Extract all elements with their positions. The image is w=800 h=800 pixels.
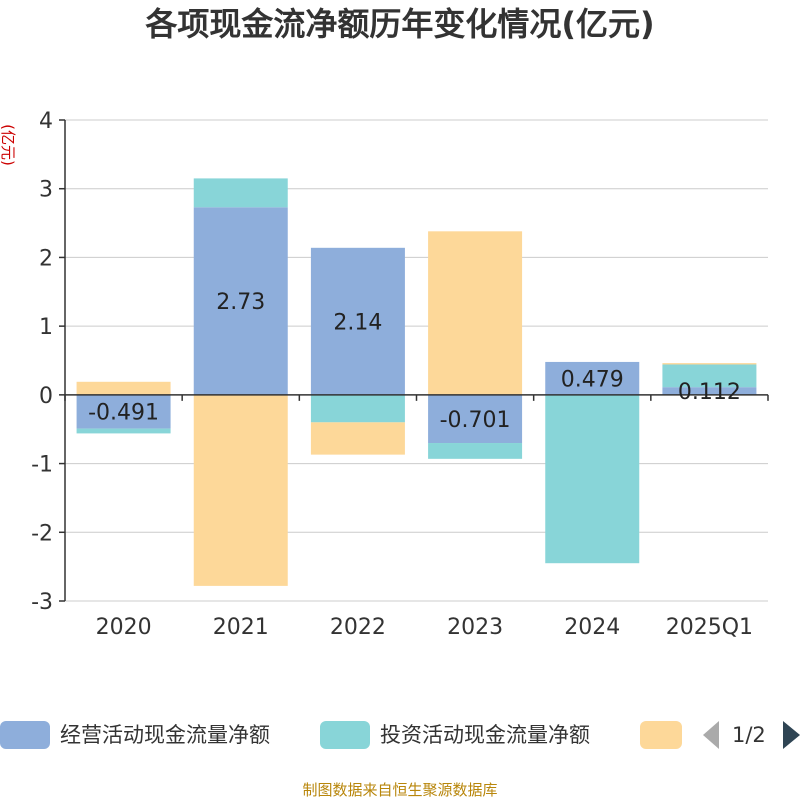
x-tick-label: 2022 [330,615,386,640]
y-tick-label: -3 [31,590,53,615]
y-tick-label: -1 [31,453,53,478]
bar-segment-series-1[interactable] [310,247,405,395]
data-label: 2.73 [216,290,265,315]
axes: -3 -2 -1 0 1 2 3 4 2020 2021 2022 2023 2024 2025Q1 [31,109,769,640]
data-label: -0.701 [440,408,511,433]
data-labels: -0.491 2.73 2.14 -0.701 0.479 0.112 [88,290,741,433]
data-label: 2.14 [333,310,382,335]
y-tick-label: 0 [39,384,53,409]
bar-segment-series-1[interactable] [545,361,640,395]
bar-segment-series-1[interactable] [76,394,171,429]
x-tick-label: 2023 [447,615,503,640]
data-label: 0.112 [678,380,741,405]
x-tick-label: 2025Q1 [666,615,753,640]
y-tick-label: 3 [39,178,53,203]
footer-source: 制图数据来自恒生聚源数据库 [302,781,497,799]
y-tick-label: 1 [39,315,53,340]
y-tick-label: 4 [39,109,53,134]
x-tick-label: 2020 [96,615,152,640]
legend-swatch[interactable] [320,721,370,749]
data-label: 0.479 [561,367,624,392]
bar-segment-series-2[interactable] [428,443,523,459]
grid-lines [65,119,768,602]
bars [76,178,757,586]
y-tick-label: 2 [39,246,53,271]
bar-segment-series-1[interactable] [428,394,523,444]
bar-segment-series-1[interactable] [662,387,757,395]
bar-segment-series-2[interactable] [193,178,288,208]
legend-swatch[interactable] [0,721,50,749]
bar-segment-series-2[interactable] [310,394,405,423]
legend-prev-arrow-icon[interactable] [703,721,719,749]
y-tick-label: -2 [31,521,53,546]
bar-segment-series-3[interactable] [662,363,757,365]
x-tick-label: 2024 [564,615,620,640]
bar-segment-series-3[interactable] [428,231,523,395]
bar-segment-series-1[interactable] [193,207,288,395]
legend-label[interactable]: 经营活动现金流量净额 [60,723,270,747]
legend-swatch[interactable] [640,721,682,749]
legend-page-indicator: 1/2 [732,723,766,747]
bar-segment-series-3[interactable] [193,394,288,586]
bar-segment-series-2[interactable] [545,394,640,564]
bar-segment-series-2[interactable] [662,364,757,388]
legend-label[interactable]: 投资活动现金流量净额 [380,723,590,747]
x-tick-label: 2021 [213,615,269,640]
data-label: -0.491 [88,401,159,426]
legend: 经营活动现金流量净额 投资活动现金流量净额 [0,721,682,749]
bar-segment-series-3[interactable] [310,422,405,455]
legend-next-arrow-icon[interactable] [783,721,800,749]
bar-segment-series-3[interactable] [76,381,171,395]
y-axis-unit-label: (亿元) [0,124,17,166]
chart-title: 各项现金流净额历年变化情况(亿元) [145,5,654,43]
bar-segment-series-2[interactable] [76,428,171,434]
